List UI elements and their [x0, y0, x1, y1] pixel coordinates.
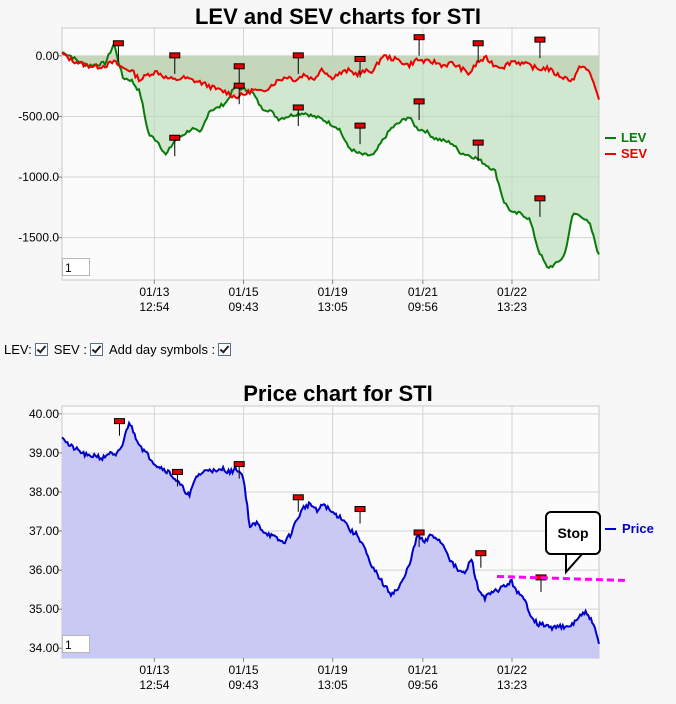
stop-label-box: Stop — [545, 511, 601, 555]
y-tick-label: 0.00 — [36, 49, 60, 63]
x-tick-time: 12:54 — [139, 678, 169, 692]
x-tick-time: 09:56 — [408, 678, 438, 692]
x-tick-date: 01/21 — [408, 663, 438, 677]
y-tick-label: 38.00 — [29, 485, 59, 499]
day-marker-flag — [292, 104, 304, 111]
day-marker-flag — [169, 52, 181, 59]
price-area — [62, 423, 599, 658]
day-marker-flag — [413, 529, 425, 536]
day-marker-flag — [534, 195, 546, 202]
lev-label: LEV: — [4, 342, 32, 357]
lev-area — [62, 43, 599, 268]
x-tick-time: 13:23 — [497, 300, 527, 314]
day-marker-flag — [292, 494, 304, 501]
sev-checkbox[interactable] — [89, 343, 103, 356]
x-tick-date: 01/21 — [408, 285, 438, 299]
x-tick-date: 01/22 — [497, 663, 527, 677]
day-marker-flag — [475, 550, 487, 557]
day-symbols-label: Add day symbols : — [108, 342, 216, 357]
x-tick-date: 01/19 — [318, 285, 348, 299]
legend-label: LEV — [621, 130, 647, 145]
x-tick-time: 09:43 — [228, 678, 258, 692]
y-tick-label: 39.00 — [29, 446, 59, 460]
day-marker-flag — [413, 98, 425, 105]
sev-label: SEV : — [53, 342, 87, 357]
chart-controls: LEV: SEV : Add day symbols : — [4, 342, 234, 357]
day-marker-flag — [472, 139, 484, 146]
x-tick-date: 01/15 — [228, 663, 258, 677]
x-tick-time: 09:56 — [408, 300, 438, 314]
x-tick-date: 01/15 — [228, 285, 258, 299]
x-tick-date: 01/13 — [139, 663, 169, 677]
x-tick-time: 12:54 — [139, 300, 169, 314]
legend-label: SEV — [621, 146, 647, 161]
day-marker-flag — [354, 122, 366, 129]
x-tick-time: 13:05 — [318, 300, 348, 314]
price-chart-input[interactable]: 1 — [62, 635, 90, 653]
day-symbols-checkbox[interactable] — [218, 343, 232, 356]
day-marker-flag — [413, 34, 425, 41]
x-tick-date: 01/13 — [139, 285, 169, 299]
y-tick-label: 36.00 — [29, 563, 59, 577]
x-tick-time: 13:23 — [497, 678, 527, 692]
x-tick-time: 13:05 — [318, 678, 348, 692]
sev-line — [61, 51, 600, 100]
y-tick-label: -1000.0 — [18, 170, 59, 184]
y-tick-label: 35.00 — [29, 602, 59, 616]
day-marker-flag — [534, 36, 546, 43]
x-tick-time: 09:43 — [228, 300, 258, 314]
day-marker-flag — [292, 52, 304, 59]
lev-sev-chart-input[interactable]: 1 — [62, 258, 90, 276]
day-marker-flag — [472, 40, 484, 47]
price-line — [61, 420, 600, 645]
y-tick-label: 40.00 — [29, 407, 59, 421]
day-marker-flag — [171, 468, 183, 475]
day-marker-flag — [233, 63, 245, 70]
x-tick-date: 01/19 — [318, 663, 348, 677]
lev-checkbox[interactable] — [34, 343, 48, 356]
day-marker-flag — [169, 134, 181, 141]
y-tick-label: 37.00 — [29, 524, 59, 538]
price-chart-title: Price chart for STI — [243, 381, 433, 406]
lev-sev-chart-title: LEV and SEV charts for STI — [194, 4, 482, 29]
legend-label: Price — [622, 521, 654, 536]
stop-callout-pointer — [565, 552, 584, 575]
x-tick-date: 01/22 — [497, 285, 527, 299]
day-marker-flag — [354, 56, 366, 62]
y-tick-label: 34.00 — [29, 641, 59, 655]
day-marker-flag — [233, 461, 245, 468]
day-marker-flag — [113, 418, 125, 425]
y-tick-label: -1500.0 — [18, 231, 59, 245]
y-tick-label: -500.00 — [18, 109, 59, 123]
day-marker-flag — [112, 40, 124, 47]
lev-line — [61, 40, 600, 270]
stop-label: Stop — [557, 525, 589, 541]
day-marker-flag — [354, 506, 366, 513]
day-marker-flag — [233, 82, 245, 89]
